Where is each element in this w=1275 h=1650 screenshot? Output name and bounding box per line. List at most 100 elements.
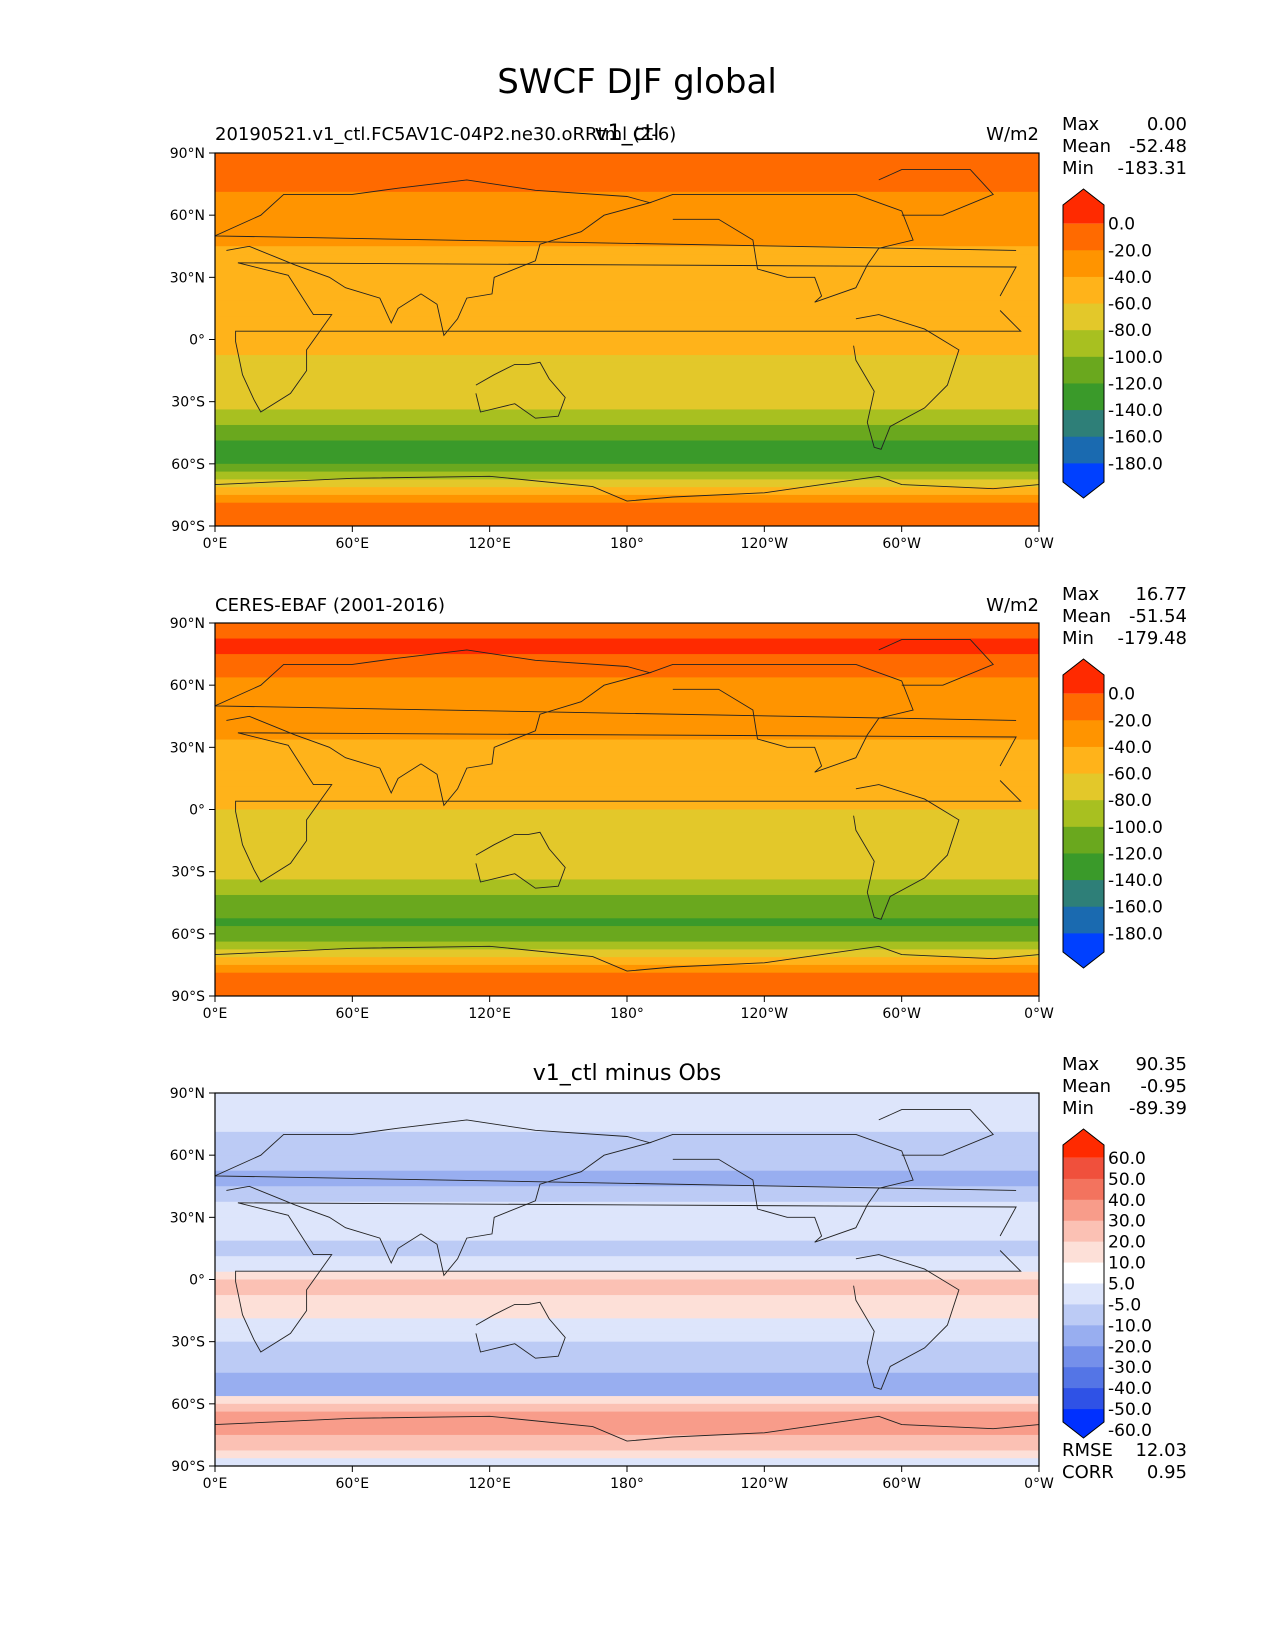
colorbar-extend-top	[1063, 189, 1104, 224]
map-band	[215, 623, 1039, 632]
x-tick-label: 60°E	[335, 536, 369, 552]
colorbar-tick-label: 0.0	[1108, 215, 1135, 235]
stat-value: -89.39	[1129, 1098, 1187, 1119]
colorbar-swatch	[1063, 1157, 1104, 1180]
map-band	[215, 1147, 1039, 1156]
panel-obs: CERES-EBAF (2001-2016) W/m2 0°E 60°E 120°E…	[170, 584, 1187, 1022]
map-band	[215, 261, 1039, 271]
colorbar-tick-label: -50.0	[1108, 1400, 1152, 1420]
coastline	[853, 1254, 960, 1390]
map-band	[215, 1396, 1039, 1405]
colorbar-swatch	[1063, 383, 1104, 411]
map-band	[215, 1427, 1039, 1436]
colorbar-extend-bottom	[1063, 933, 1104, 968]
map-band	[215, 191, 1039, 201]
map-band	[215, 879, 1039, 888]
map-band	[215, 1450, 1039, 1459]
coastline	[215, 1415, 1039, 1466]
x-tick-label: 180°	[610, 1476, 644, 1492]
map-band	[215, 700, 1039, 710]
map-band	[215, 440, 1039, 449]
map-band	[215, 708, 1039, 717]
map-band	[215, 184, 1039, 193]
skill-scores: RMSE 12.03 CORR 0.95	[1062, 1440, 1187, 1483]
colorbar-tick-label: 0.0	[1108, 685, 1135, 705]
colorbar-swatch	[1063, 773, 1104, 801]
map-band	[215, 825, 1039, 834]
map-band	[215, 1388, 1039, 1397]
map-band	[215, 370, 1039, 379]
map-band	[215, 848, 1039, 857]
colorbar-swatch	[1063, 1388, 1104, 1410]
colorbar-outline	[1062, 658, 1105, 969]
map-band	[215, 926, 1039, 935]
coastline	[649, 193, 914, 303]
coastline	[475, 831, 566, 889]
map-band	[215, 949, 1039, 958]
colorbar-tick-label: 50.0	[1108, 1170, 1146, 1190]
colorbar-tick-label: -100.0	[1108, 348, 1163, 368]
stat-value: -0.95	[1140, 1076, 1187, 1097]
colorbar-tick-label: 60.0	[1108, 1149, 1146, 1169]
y-tick-label: 60°N	[170, 1148, 205, 1164]
map-band	[215, 941, 1039, 950]
y-tick-label: 30°N	[170, 270, 205, 286]
stat-label: Min	[1062, 158, 1094, 179]
colorbar-tick-label: -40.0	[1108, 268, 1152, 288]
x-tick-label: 60°W	[882, 536, 921, 552]
colorbar-tick-label: -180.0	[1108, 924, 1163, 944]
stat-value: -183.31	[1118, 158, 1187, 179]
stat-value: -52.48	[1129, 136, 1187, 157]
map-band	[215, 1279, 1039, 1288]
map-band	[215, 918, 1039, 927]
x-tick-label: 180°	[610, 536, 644, 552]
colorbar-tick-label: -80.0	[1108, 321, 1152, 341]
colorbar-tick-label: -20.0	[1108, 711, 1152, 731]
map-band	[215, 238, 1039, 247]
map-band	[215, 285, 1039, 294]
colorbar-tick-label: -120.0	[1108, 844, 1163, 864]
map-band	[215, 1349, 1039, 1358]
panel-center-title: v1_ctl minus Obs	[533, 1061, 721, 1086]
colorbar-tick-label: -140.0	[1108, 871, 1163, 891]
y-tick-label: 30°S	[171, 865, 205, 881]
map-band	[215, 1124, 1039, 1133]
map-band	[215, 669, 1039, 678]
map-band	[215, 630, 1039, 640]
colorbar-tick-label: -60.0	[1108, 295, 1152, 315]
coastline	[853, 784, 960, 920]
map-band	[215, 1178, 1039, 1187]
map-band	[215, 323, 1039, 333]
colorbar-swatch	[1063, 1304, 1104, 1326]
map-band	[215, 269, 1039, 278]
colorbar-swatch	[1063, 330, 1104, 358]
stats-block: Max 90.35 Mean -0.95 Min -89.39	[1062, 1054, 1187, 1119]
colorbar-extend-top	[1063, 659, 1104, 694]
map-band	[215, 518, 1039, 526]
colorbar-swatch	[1063, 720, 1104, 748]
colorbar-swatch	[1063, 436, 1104, 464]
map-band	[215, 1155, 1039, 1164]
y-tick-label: 30°N	[170, 740, 205, 756]
map-band	[215, 801, 1039, 811]
y-tick-label: 90°S	[171, 519, 205, 535]
map-band	[215, 762, 1039, 772]
stat-label: Max	[1062, 114, 1100, 135]
map-band	[215, 1131, 1039, 1141]
colorbar-swatch	[1063, 410, 1104, 438]
colorbar-swatch	[1063, 1367, 1104, 1389]
map-band	[215, 386, 1039, 395]
colorbar-swatch	[1063, 1241, 1104, 1264]
skill-value: 0.95	[1147, 1462, 1187, 1483]
map-band	[215, 724, 1039, 733]
y-tick-label: 90°N	[170, 146, 205, 162]
map-band	[215, 1256, 1039, 1265]
map-band	[215, 910, 1039, 919]
y-tick-label: 90°N	[170, 1086, 205, 1102]
colorbar-swatch	[1063, 880, 1104, 908]
map-band	[215, 199, 1039, 208]
panel-diff: v1_ctl minus Obs 0°E 60°E 120°E 180° 120°W 60…	[170, 1054, 1187, 1492]
x-tick-label: 120°W	[741, 1476, 789, 1492]
colorbar-swatch	[1063, 746, 1104, 775]
y-tick-label: 0°	[189, 333, 205, 349]
